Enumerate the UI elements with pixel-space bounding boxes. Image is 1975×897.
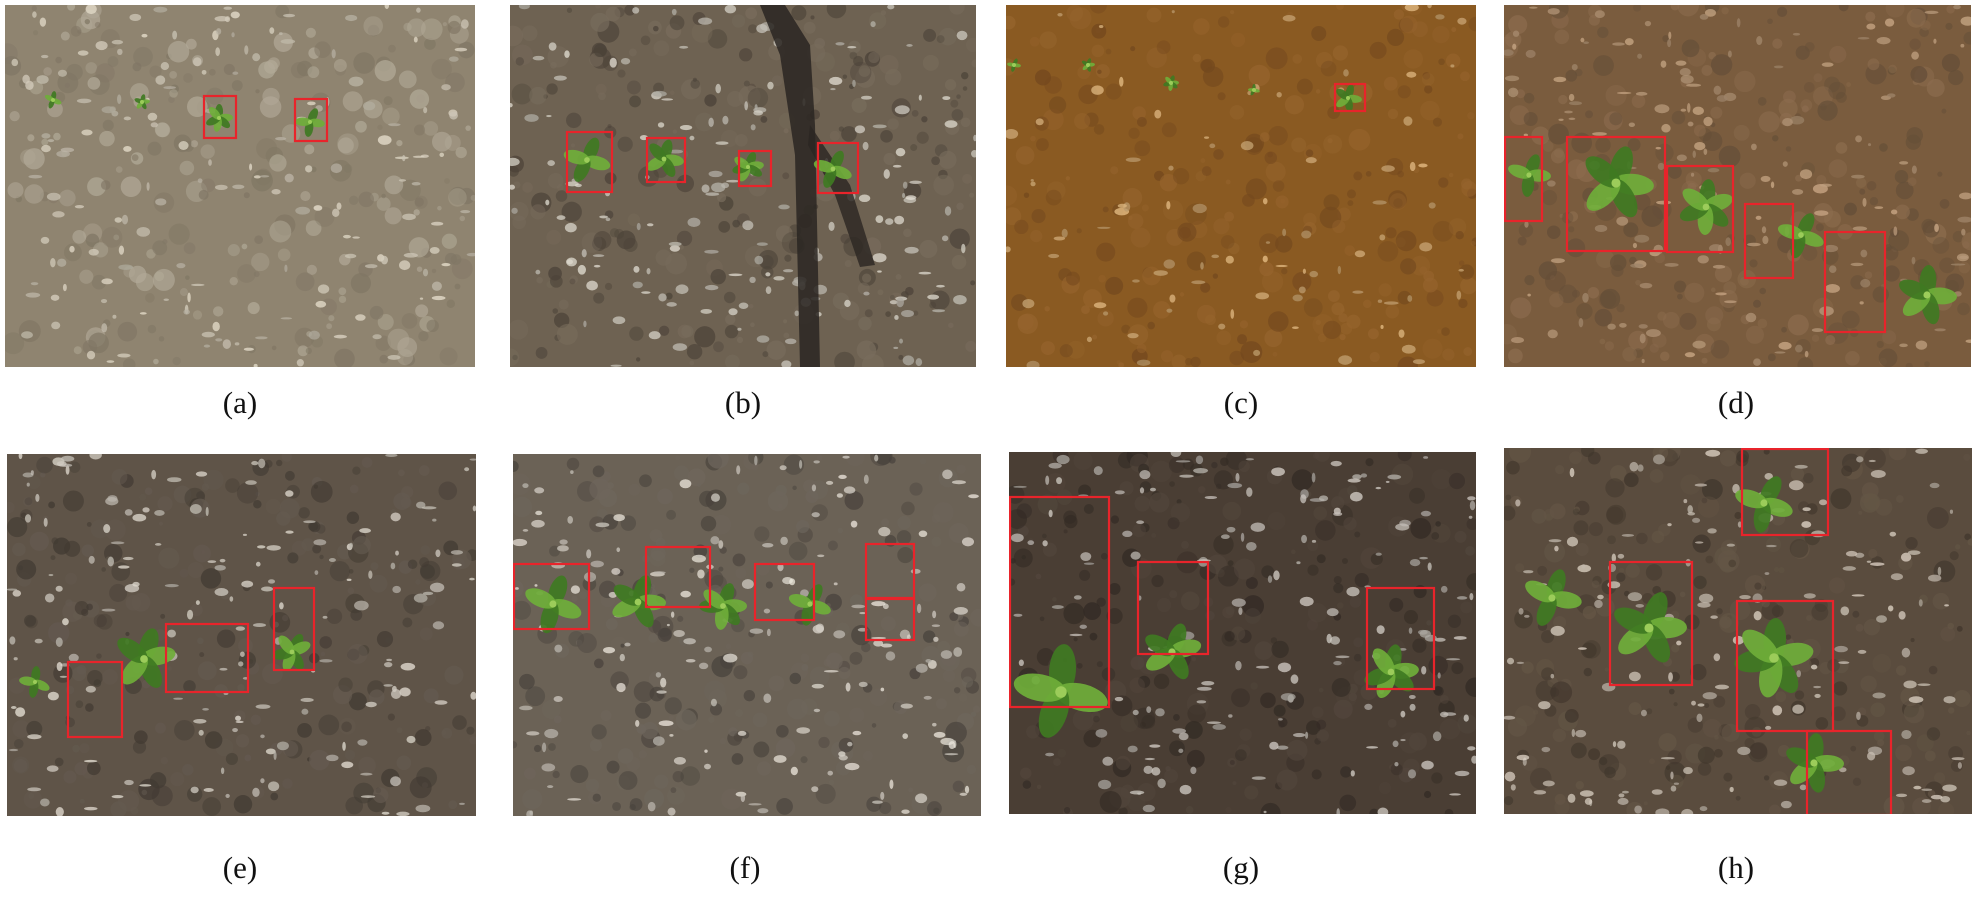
detection-box <box>753 562 816 622</box>
detection-box <box>1009 495 1111 709</box>
seedling <box>117 628 176 688</box>
pebbles <box>1010 452 1476 814</box>
detection-box <box>1365 586 1436 691</box>
seedling <box>1163 75 1179 91</box>
detection-box <box>1565 135 1667 253</box>
seedling <box>1786 733 1844 793</box>
detection-box <box>1735 599 1835 733</box>
caption-g: (g) <box>1222 850 1260 885</box>
soil-texture <box>1009 452 1476 814</box>
seedling <box>134 94 150 110</box>
photo-canvas-h <box>1504 448 1972 814</box>
seedling <box>563 137 611 182</box>
caption-b: (b) <box>724 385 762 420</box>
field-photo-a <box>5 5 475 367</box>
seedling <box>1585 146 1654 218</box>
pole-shadow <box>760 5 820 367</box>
detection-box <box>202 94 238 140</box>
pebbles <box>1006 5 1467 367</box>
caption-a: (a) <box>222 385 258 420</box>
seedling <box>1007 58 1021 72</box>
field-photo-f <box>513 454 981 816</box>
photo-canvas-g <box>1009 452 1476 814</box>
detection-box <box>864 596 916 642</box>
detection-box <box>816 141 860 195</box>
field-photo-d <box>1504 5 1971 367</box>
seedling <box>295 108 325 137</box>
seedling <box>1081 58 1095 72</box>
caption-c: (c) <box>1223 385 1259 420</box>
detection-box <box>565 130 614 194</box>
detection-box <box>1136 560 1210 656</box>
seedling <box>44 91 62 109</box>
seedling <box>1013 644 1108 738</box>
photo-canvas-e <box>7 454 476 816</box>
seedling <box>1899 265 1957 325</box>
seedling <box>1336 84 1362 112</box>
detection-box <box>1665 164 1735 254</box>
caption-d: (d) <box>1717 385 1755 420</box>
seedling <box>1614 592 1687 663</box>
seedling <box>1248 84 1260 96</box>
photo-canvas-a <box>5 5 475 367</box>
detection-box <box>645 136 687 184</box>
detection-box <box>1504 135 1544 223</box>
pebbles <box>7 454 476 816</box>
detection-box <box>293 97 329 143</box>
photo-canvas-c <box>1006 5 1476 367</box>
seedling <box>646 139 684 177</box>
photo-canvas-b <box>510 5 976 367</box>
detection-box <box>1805 729 1893 814</box>
photo-canvas-d <box>1504 5 1971 367</box>
seedling <box>699 583 747 630</box>
detection-box <box>1823 230 1887 334</box>
seedling <box>1679 179 1733 235</box>
photo-canvas-f <box>513 454 981 816</box>
detection-box <box>644 545 712 609</box>
caption-e: (e) <box>222 850 258 885</box>
field-photo-g <box>1009 452 1476 814</box>
detection-box <box>66 660 124 739</box>
field-photo-c <box>1006 5 1476 367</box>
seedling <box>1735 476 1793 533</box>
pole-shadow-branch <box>808 125 875 267</box>
seedling <box>206 104 233 132</box>
seedling <box>525 575 582 634</box>
detection-box <box>164 622 250 694</box>
seedling <box>612 575 666 628</box>
seedling <box>1525 569 1582 626</box>
pebbles <box>510 5 976 367</box>
seedling <box>272 633 311 672</box>
caption-h: (h) <box>1717 850 1755 885</box>
detection-box <box>1333 82 1367 113</box>
detection-box <box>1608 560 1694 687</box>
detection-box <box>272 586 316 672</box>
soil-texture <box>1504 5 1971 367</box>
detection-box <box>1743 202 1795 280</box>
detection-box <box>737 149 773 188</box>
seedling <box>19 666 50 698</box>
detection-box <box>513 562 591 631</box>
seedling <box>1777 213 1824 259</box>
field-photo-b <box>510 5 976 367</box>
field-photo-h <box>1504 448 1972 814</box>
soil-background <box>1504 5 1971 367</box>
seedling <box>1508 154 1551 197</box>
field-photo-e <box>7 454 476 816</box>
seedling <box>1734 618 1814 698</box>
caption-f: (f) <box>729 850 761 885</box>
seedling <box>1364 644 1419 699</box>
detection-box <box>1740 448 1830 537</box>
